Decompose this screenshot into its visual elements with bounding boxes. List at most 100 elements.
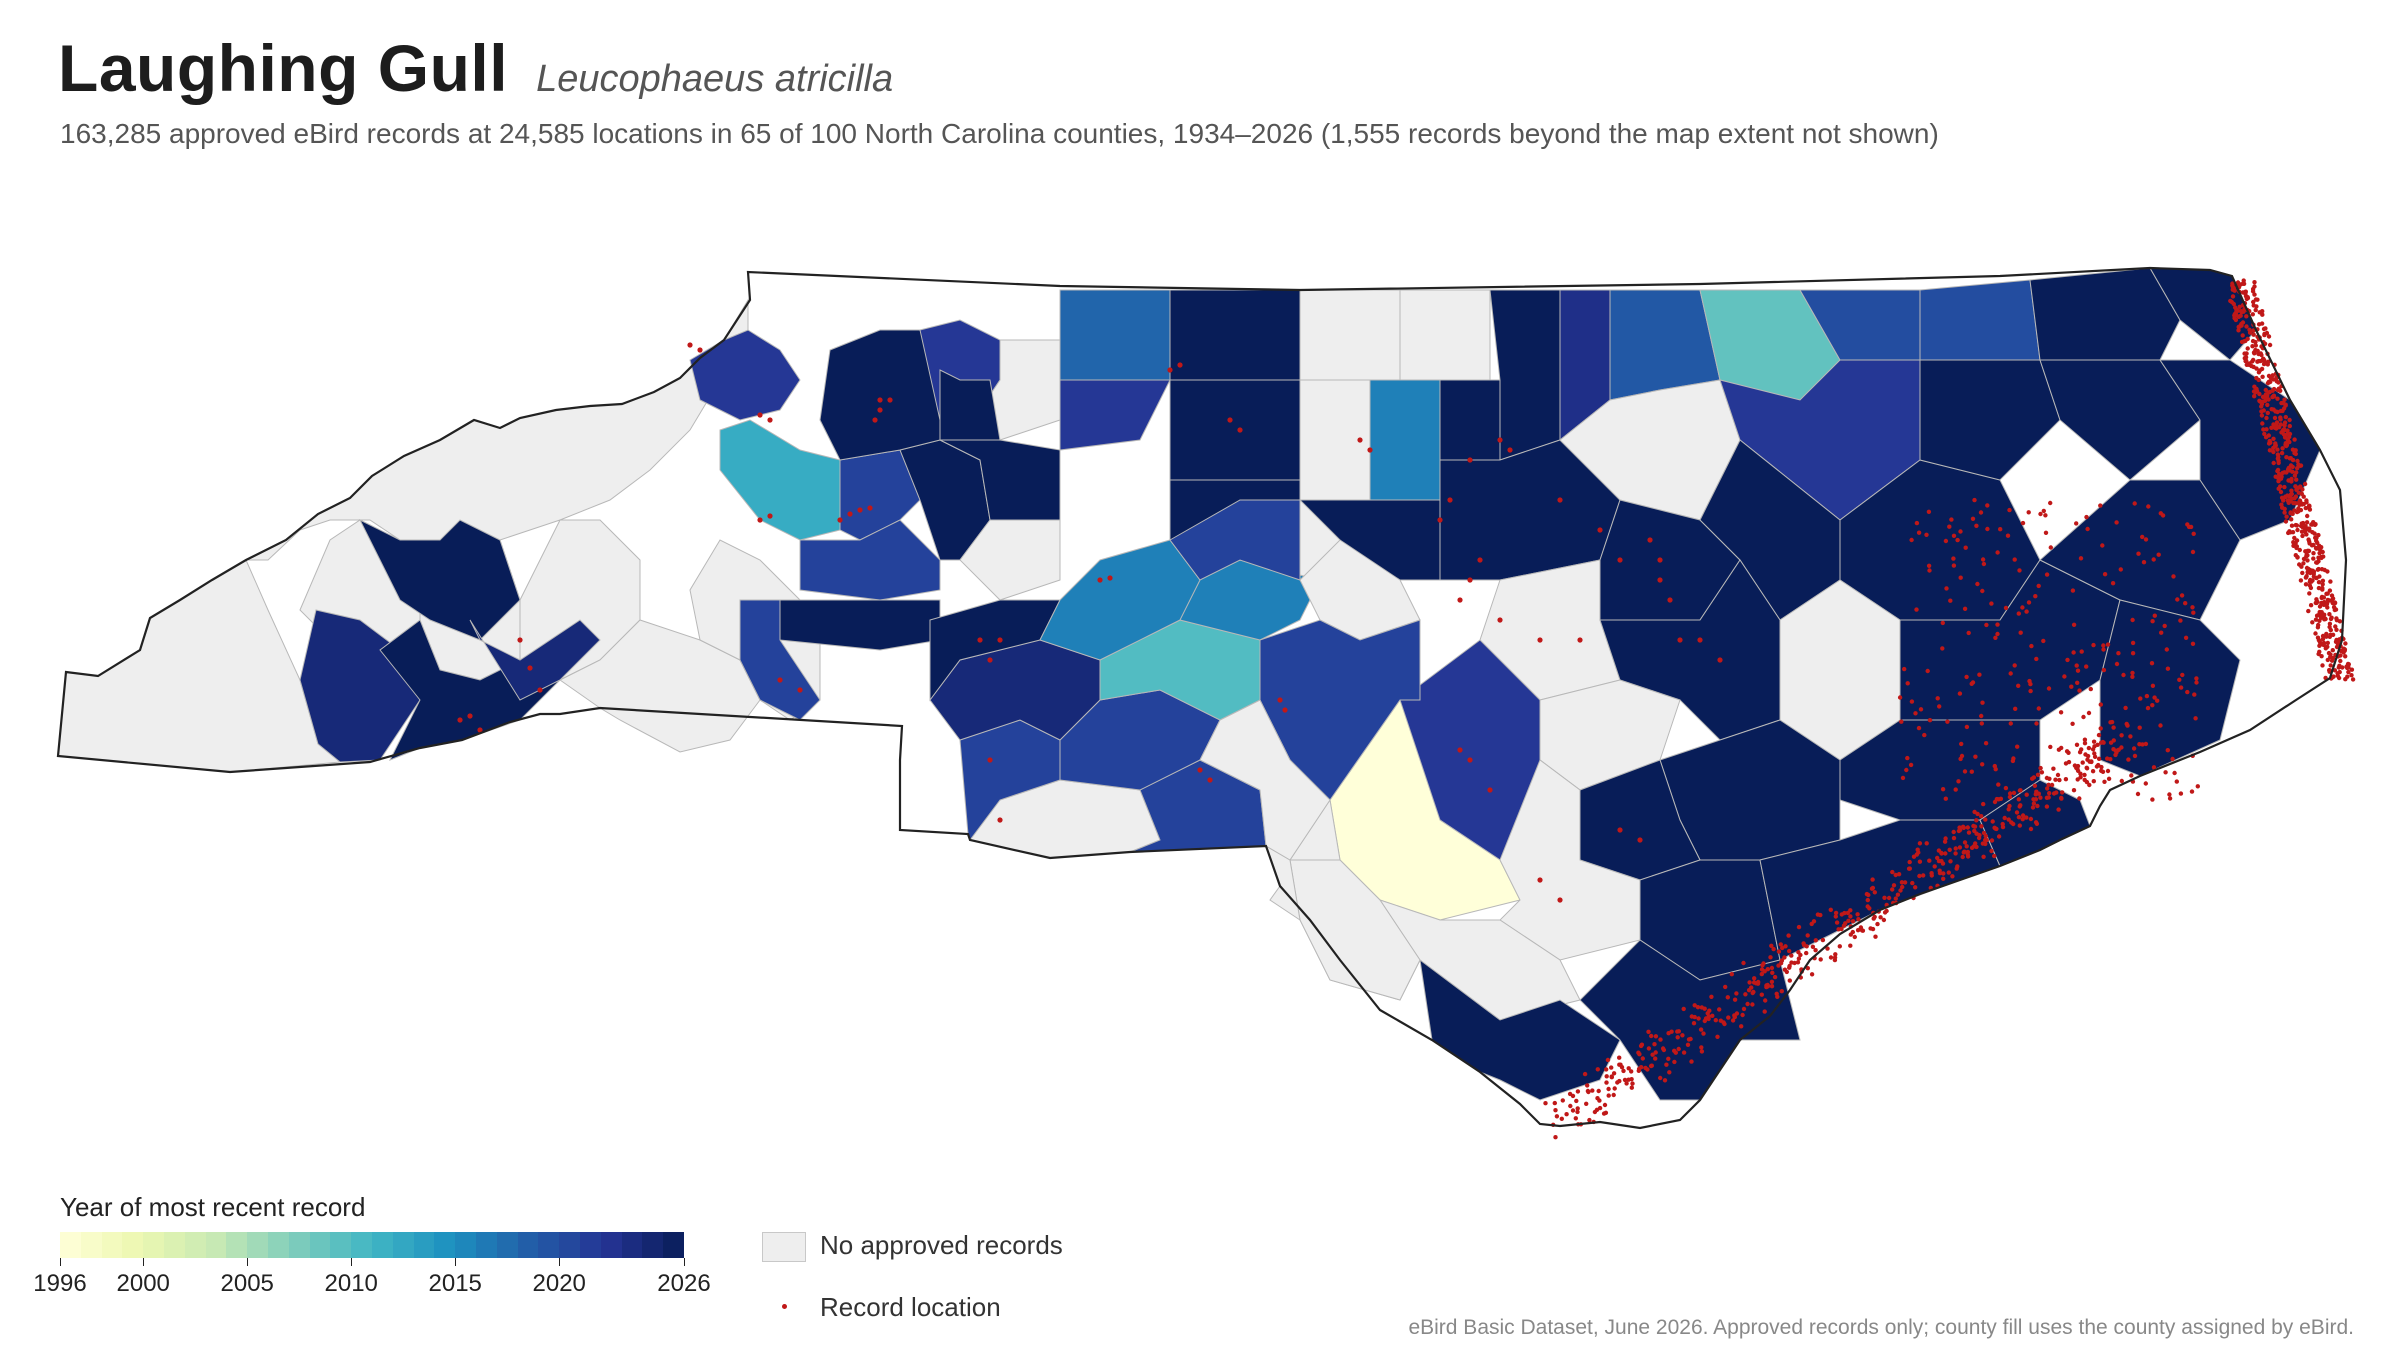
record-location	[2192, 692, 2197, 697]
record-location	[1809, 921, 1814, 927]
record-location	[1957, 845, 1963, 850]
record-location	[2051, 766, 2056, 771]
colorbar-step	[579, 1232, 601, 1258]
record-location	[1873, 934, 1878, 939]
record-location	[1932, 864, 1937, 869]
record-location	[2278, 388, 2283, 393]
record-location	[1636, 1068, 1642, 1074]
year-colorbar	[60, 1232, 684, 1258]
record-location	[2012, 557, 2017, 562]
record-location	[2159, 630, 2164, 635]
record-location	[1815, 912, 1821, 917]
record-location	[1798, 952, 1803, 958]
record-location	[857, 507, 863, 513]
record-location	[2316, 651, 2321, 657]
record-location	[1940, 620, 1946, 626]
record-location	[2305, 553, 2310, 558]
record-location	[1962, 606, 1968, 611]
record-location	[2289, 523, 2295, 528]
record-location	[2343, 641, 2348, 646]
record-location	[1924, 532, 1929, 537]
record-location	[2260, 421, 2265, 426]
record-location	[2283, 414, 2288, 420]
record-location	[997, 817, 1003, 823]
record-location	[1914, 607, 1919, 612]
record-location	[1981, 830, 1987, 836]
record-location	[1601, 1111, 1607, 1116]
record-location	[1825, 946, 1830, 951]
record-location	[1629, 1085, 1635, 1090]
record-location	[1784, 969, 1790, 975]
record-location	[2300, 570, 2305, 576]
record-location	[2298, 484, 2303, 489]
record-location	[2262, 398, 2268, 403]
record-location	[1778, 942, 1784, 947]
record-location	[2085, 526, 2090, 532]
record-location	[2307, 539, 2312, 544]
record-location	[2282, 397, 2287, 402]
record-location	[1878, 915, 1883, 920]
colorbar-step	[600, 1232, 622, 1258]
record-location	[1770, 970, 1775, 975]
record-location	[1689, 1014, 1695, 1019]
record-location	[2082, 772, 2087, 778]
record-location	[2044, 795, 2050, 800]
record-location	[1909, 537, 1914, 543]
colorbar-step	[559, 1232, 580, 1258]
record-location	[2191, 610, 2196, 615]
record-location	[2262, 394, 2267, 399]
record-location	[2089, 759, 2094, 765]
record-location	[2163, 770, 2168, 775]
record-location	[2343, 677, 2348, 682]
record-location	[2034, 821, 2040, 826]
record-location	[2105, 768, 2111, 774]
record-location	[2305, 558, 2310, 563]
record-location	[1437, 517, 1443, 523]
record-location	[1604, 1074, 1609, 1079]
record-location	[2167, 792, 2172, 797]
record-location	[2253, 347, 2258, 353]
record-location	[2272, 415, 2278, 421]
record-location	[1717, 657, 1723, 663]
record-location	[1944, 586, 1949, 591]
record-location	[2119, 745, 2124, 750]
record-location	[2155, 698, 2160, 703]
record-location	[2028, 688, 2033, 694]
record-location	[2191, 531, 2196, 536]
record-location	[2338, 658, 2343, 664]
record-location	[2316, 622, 2321, 628]
record-location	[2243, 289, 2248, 295]
record-location	[1746, 988, 1752, 993]
record-location	[2085, 757, 2090, 762]
record-location	[1730, 1018, 1736, 1023]
record-location	[2282, 484, 2287, 490]
record-location	[2152, 613, 2157, 618]
record-location	[1937, 704, 1942, 709]
record-location	[1568, 1103, 1573, 1109]
record-location	[2020, 813, 2026, 818]
colorbar-step	[475, 1232, 497, 1258]
record-location	[2193, 716, 2198, 721]
record-location	[2266, 433, 2271, 438]
record-location	[1985, 503, 1990, 508]
record-location	[2038, 511, 2043, 517]
record-location	[2311, 551, 2316, 556]
record-location	[2317, 604, 2323, 609]
record-location	[1543, 1101, 1548, 1106]
record-location	[2309, 543, 2315, 548]
record-location	[2092, 744, 2097, 749]
record-location	[1609, 1065, 1614, 1070]
record-location	[2300, 533, 2305, 539]
record-location	[2267, 342, 2273, 348]
colorbar-tick-label: 2005	[220, 1270, 274, 1297]
record-location	[1980, 588, 1985, 594]
record-location	[867, 505, 873, 511]
record-location	[2290, 530, 2296, 535]
record-location	[2106, 776, 2112, 781]
record-location	[2230, 294, 2236, 299]
record-location	[2231, 301, 2236, 307]
record-location	[1710, 1013, 1715, 1018]
record-location	[1966, 830, 1972, 835]
record-location	[2273, 474, 2278, 479]
record-location	[2284, 514, 2289, 519]
